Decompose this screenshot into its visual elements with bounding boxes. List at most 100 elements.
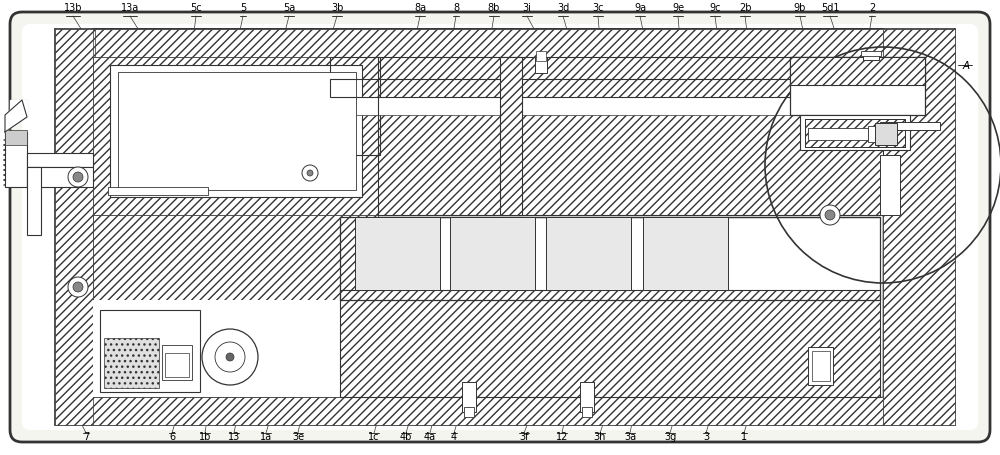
FancyBboxPatch shape bbox=[22, 25, 978, 430]
Circle shape bbox=[302, 166, 318, 182]
Bar bbox=[27, 154, 93, 167]
Bar bbox=[790, 58, 925, 86]
Text: 2: 2 bbox=[869, 3, 875, 13]
Text: 3i: 3i bbox=[523, 3, 531, 13]
Text: 1b: 1b bbox=[199, 431, 211, 441]
Bar bbox=[100, 310, 200, 392]
Circle shape bbox=[226, 353, 234, 361]
Bar bbox=[863, 53, 879, 61]
Bar bbox=[55, 30, 93, 425]
Text: 5: 5 bbox=[240, 3, 246, 13]
Bar bbox=[55, 30, 95, 58]
Circle shape bbox=[820, 206, 840, 226]
Bar bbox=[27, 167, 41, 236]
Text: 5c: 5c bbox=[190, 3, 202, 13]
Bar bbox=[462, 382, 476, 412]
Bar bbox=[340, 290, 880, 397]
Text: 1a: 1a bbox=[260, 431, 272, 441]
Bar bbox=[643, 217, 728, 290]
Text: 8a: 8a bbox=[414, 3, 426, 13]
Bar bbox=[812, 351, 830, 381]
Bar bbox=[378, 58, 883, 216]
Bar bbox=[93, 216, 378, 300]
Bar bbox=[5, 131, 27, 146]
Text: 7: 7 bbox=[83, 431, 89, 441]
Bar bbox=[330, 58, 380, 156]
Bar bbox=[93, 300, 378, 397]
Bar bbox=[800, 116, 910, 151]
Bar bbox=[162, 345, 192, 380]
Text: 3f: 3f bbox=[519, 431, 529, 441]
Text: 5d1: 5d1 bbox=[821, 3, 839, 13]
Text: 3a: 3a bbox=[624, 431, 636, 441]
Text: 4: 4 bbox=[451, 431, 457, 441]
Text: 1c: 1c bbox=[368, 431, 380, 441]
Circle shape bbox=[68, 278, 88, 298]
Bar bbox=[535, 58, 547, 74]
Bar bbox=[790, 58, 925, 116]
Bar bbox=[355, 217, 440, 290]
Bar bbox=[861, 52, 881, 57]
Bar bbox=[93, 58, 378, 216]
Text: 5a: 5a bbox=[283, 3, 295, 13]
Bar bbox=[464, 407, 474, 417]
Bar bbox=[790, 58, 925, 86]
Polygon shape bbox=[5, 101, 27, 133]
Text: 3c: 3c bbox=[592, 3, 604, 13]
Text: A: A bbox=[962, 61, 970, 71]
Text: 8: 8 bbox=[453, 3, 459, 13]
Bar bbox=[330, 80, 810, 98]
Polygon shape bbox=[10, 101, 27, 118]
Bar bbox=[110, 66, 362, 197]
Text: 3: 3 bbox=[703, 431, 709, 441]
Bar bbox=[805, 120, 905, 148]
Text: 2b: 2b bbox=[739, 3, 751, 13]
Text: 1: 1 bbox=[741, 431, 747, 441]
Bar bbox=[808, 347, 833, 385]
Bar bbox=[868, 127, 886, 143]
Bar bbox=[580, 382, 594, 412]
Bar bbox=[55, 397, 883, 425]
Bar bbox=[582, 407, 592, 417]
Circle shape bbox=[73, 283, 83, 293]
Bar bbox=[330, 58, 380, 156]
Bar bbox=[104, 338, 159, 388]
Bar bbox=[340, 217, 880, 300]
Text: 3e: 3e bbox=[292, 431, 304, 441]
Text: 13a: 13a bbox=[121, 3, 139, 13]
Circle shape bbox=[68, 167, 88, 187]
Circle shape bbox=[73, 172, 83, 182]
Text: 9a: 9a bbox=[634, 3, 646, 13]
Bar bbox=[165, 353, 189, 377]
Bar bbox=[340, 290, 880, 397]
Text: 8b: 8b bbox=[488, 3, 500, 13]
Bar bbox=[108, 187, 208, 196]
Bar bbox=[536, 52, 546, 62]
Text: 4b: 4b bbox=[400, 431, 412, 441]
Bar bbox=[880, 123, 940, 131]
Text: 13: 13 bbox=[228, 431, 240, 441]
Circle shape bbox=[825, 211, 835, 221]
Bar bbox=[450, 217, 535, 290]
Bar bbox=[5, 133, 27, 187]
Text: 13b: 13b bbox=[64, 3, 82, 13]
Circle shape bbox=[215, 342, 245, 372]
Circle shape bbox=[307, 171, 313, 177]
Bar bbox=[880, 156, 900, 216]
Bar bbox=[875, 124, 897, 146]
Bar bbox=[808, 129, 868, 141]
Bar bbox=[55, 30, 883, 58]
Bar bbox=[118, 73, 356, 191]
Bar bbox=[546, 217, 631, 290]
Text: 9b: 9b bbox=[794, 3, 806, 13]
Text: 3d: 3d bbox=[557, 3, 569, 13]
Bar bbox=[330, 80, 810, 98]
Bar bbox=[378, 58, 883, 216]
Text: 4a: 4a bbox=[424, 431, 436, 441]
Bar bbox=[500, 58, 522, 216]
Text: 3h: 3h bbox=[594, 431, 606, 441]
Text: 6: 6 bbox=[169, 431, 175, 441]
Text: 9e: 9e bbox=[672, 3, 684, 13]
Text: 12: 12 bbox=[556, 431, 568, 441]
Circle shape bbox=[202, 329, 258, 385]
